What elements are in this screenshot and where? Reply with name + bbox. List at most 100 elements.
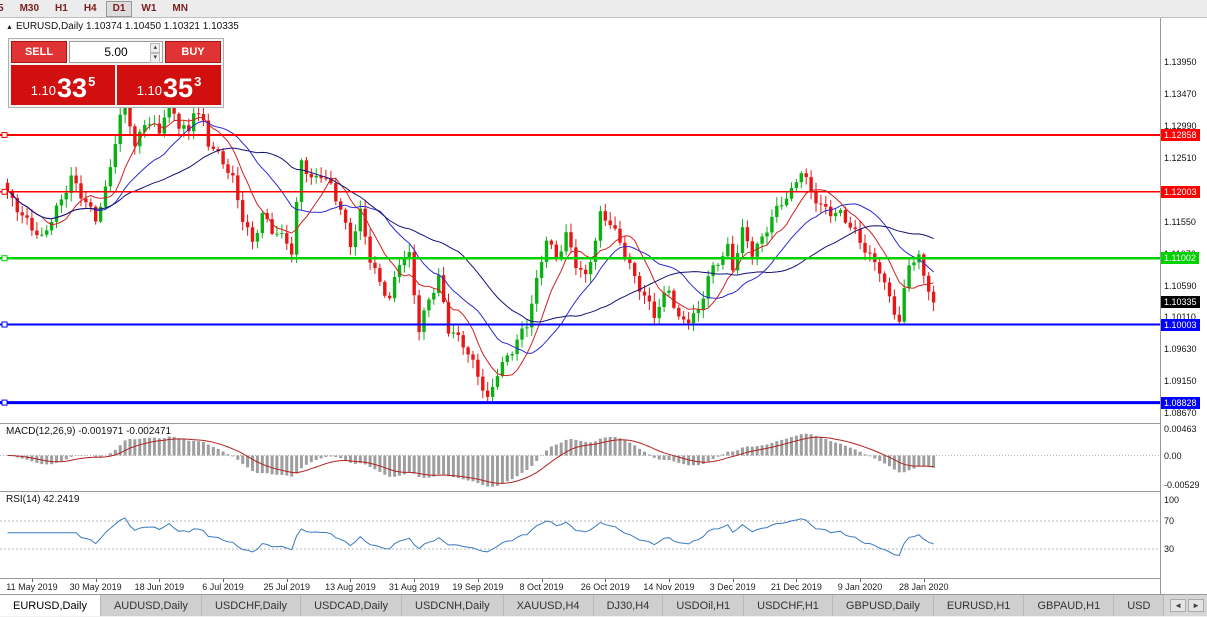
rsi-tick-label: 70 — [1164, 516, 1175, 526]
ohlc-text: EURUSD,Daily 1.10374 1.10450 1.10321 1.1… — [15, 21, 239, 32]
rsi-indicator-pane[interactable]: RSI(14) 42.2419 — [0, 492, 1160, 578]
date-tick-mark — [541, 579, 543, 582]
timeframe-button-h4[interactable]: H4 — [77, 1, 104, 17]
buy-price-main: 35 — [163, 73, 194, 103]
sell-button[interactable]: SELL — [11, 41, 67, 63]
buy-price-sup: 3 — [194, 74, 202, 89]
date-label: 8 Oct 2019 — [519, 582, 564, 592]
date-tick-mark — [477, 579, 479, 582]
date-tick-mark — [159, 579, 161, 582]
date-tick-mark — [605, 579, 607, 582]
candlestick-chart[interactable] — [0, 18, 1160, 423]
current-price-badge: 1.10335 — [1161, 296, 1200, 309]
chart-tab-usd[interactable]: USD — [1114, 595, 1165, 616]
price-chart-pane[interactable]: ▲ EURUSD,Daily 1.10374 1.10450 1.10321 1.… — [0, 18, 1160, 423]
symbol-marker-icon: ▲ — [6, 24, 13, 31]
date-tick-mark — [350, 579, 352, 582]
lot-decrease-button[interactable]: ▾ — [150, 53, 160, 63]
chart-area: ▲ EURUSD,Daily 1.10374 1.10450 1.10321 1.… — [0, 18, 1207, 594]
date-label: 9 Jan 2020 — [837, 582, 883, 592]
chart-tab-eurusd-h1[interactable]: EURUSD,H1 — [933, 595, 1025, 616]
level-price-badge: 1.10003 — [1161, 318, 1200, 331]
tab-scroll-left-button[interactable]: ◄ — [1170, 599, 1187, 612]
date-label: 18 Jun 2019 — [134, 582, 185, 592]
lot-size-value: 5.00 — [104, 45, 128, 59]
level-price-badge: 1.11002 — [1161, 252, 1199, 265]
timeframe-button-h1[interactable]: H1 — [48, 1, 75, 17]
timeframe-button-d1[interactable]: D1 — [105, 0, 133, 17]
price-tick-label: 1.10110 — [1164, 312, 1196, 323]
time-axis[interactable]: 11 May 2019 30 May 2019 18 Jun 2019 6 Jul 2… — [0, 578, 1160, 594]
date-label: 13 Aug 2019 — [325, 582, 376, 592]
timeframe-button-mn[interactable]: MN — [165, 1, 195, 17]
price-tick-label: 1.09150 — [1164, 376, 1197, 387]
date-label: 25 Jul 2019 — [263, 582, 311, 592]
chart-tab-eurusd-daily[interactable]: EURUSD,Daily — [0, 595, 101, 616]
date-label: 14 Nov 2019 — [643, 582, 695, 592]
level-price-badge: 1.12858 — [1161, 128, 1200, 141]
price-tick-label: 1.12510 — [1164, 153, 1197, 164]
sell-price-display[interactable]: 1.10 33 5 — [11, 65, 115, 105]
date-label: 26 Oct 2019 — [580, 582, 630, 592]
timeframe-button-m30[interactable]: M30 — [13, 1, 46, 17]
chart-tab-usdcnh-daily[interactable]: USDCNH,Daily — [402, 595, 504, 616]
chart-tab-bar: EURUSD,Daily AUDUSD,Daily USDCHF,Daily USDC… — [0, 594, 1207, 616]
price-axis[interactable]: 1.139501.134701.129901.125101.120301.115… — [1160, 18, 1206, 594]
lot-spinner: ▴ ▾ — [150, 43, 160, 63]
chart-tab-gbpaud-h1[interactable]: GBPAUD,H1 — [1024, 595, 1115, 616]
chart-tab-usdchf-h1[interactable]: USDCHF,H1 — [744, 595, 833, 616]
buy-price-display[interactable]: 1.10 35 3 — [117, 65, 221, 105]
chart-tab-audusd-daily[interactable]: AUDUSD,Daily — [100, 595, 202, 616]
macd-chart[interactable] — [0, 424, 1160, 491]
lot-increase-button[interactable]: ▴ — [150, 43, 160, 53]
date-tick-mark — [414, 579, 416, 582]
date-label: 11 May 2019 — [6, 582, 58, 592]
pane-divider[interactable] — [0, 491, 1160, 492]
sell-price-sup: 5 — [88, 74, 96, 89]
date-label: 30 May 2019 — [69, 582, 122, 592]
price-tick-label: 1.11550 — [1164, 216, 1196, 227]
date-tick-mark — [95, 579, 97, 582]
lot-size-field[interactable]: 5.00 ▴ ▾ — [69, 41, 163, 63]
tab-scroll-right-button[interactable]: ► — [1188, 599, 1204, 612]
date-label: 19 Sep 2019 — [452, 582, 504, 592]
date-tick-mark — [223, 579, 225, 582]
chart-tab-usdcad-daily[interactable]: USDCAD,Daily — [301, 595, 403, 616]
chart-ohlc-header: ▲ EURUSD,Daily 1.10374 1.10450 1.10321 1.… — [6, 21, 239, 32]
chart-tab-dj30-h4[interactable]: DJ30,H4 — [593, 595, 664, 616]
timeframe-button-5[interactable]: 5 — [0, 1, 11, 17]
rsi-label: RSI(14) 42.2419 — [6, 494, 80, 505]
rsi-tick-label: 100 — [1164, 495, 1180, 505]
chart-tab-gbpusd-daily[interactable]: GBPUSD,Daily — [832, 595, 934, 616]
price-tick-label: 1.10590 — [1164, 280, 1197, 291]
macd-label: MACD(12,26,9) -0.001971 -0.002471 — [6, 426, 172, 437]
price-tick-label: 1.12990 — [1164, 121, 1197, 132]
date-tick-mark — [923, 579, 925, 582]
timeframe-toolbar: 5M30H1H4D1W1MN — [0, 0, 1207, 18]
rsi-chart[interactable] — [0, 492, 1160, 578]
rsi-tick-label: 30 — [1164, 544, 1175, 554]
date-label: 3 Dec 2019 — [709, 582, 756, 592]
buy-button[interactable]: BUY — [165, 41, 221, 63]
macd-tick-label: 0.00 — [1164, 450, 1182, 461]
timeframe-button-w1[interactable]: W1 — [134, 1, 163, 17]
chart-tab-usdchf-daily[interactable]: USDCHF,Daily — [201, 595, 302, 616]
chart-column: ▲ EURUSD,Daily 1.10374 1.10450 1.10321 1.… — [0, 18, 1160, 594]
date-label: 6 Jul 2019 — [202, 582, 244, 592]
price-tick-label: 1.13950 — [1164, 57, 1197, 68]
macd-indicator-pane[interactable]: MACD(12,26,9) -0.001971 -0.002471 — [0, 424, 1160, 491]
chart-tab-usdoil-h1[interactable]: USDOil,H1 — [663, 595, 745, 616]
date-label: 28 Jan 2020 — [898, 582, 949, 592]
date-tick-mark — [286, 579, 288, 582]
chart-tab-xauusd-h4[interactable]: XAUUSD,H4 — [503, 595, 594, 616]
date-tick-mark — [732, 579, 734, 582]
date-label: 31 Aug 2019 — [388, 582, 440, 592]
sell-price-main: 33 — [57, 73, 88, 103]
price-tick-label: 1.13470 — [1164, 89, 1197, 100]
sell-price-prefix: 1.10 — [30, 83, 57, 98]
date-tick-mark — [31, 579, 33, 582]
level-price-badge: 1.12003 — [1161, 185, 1200, 198]
pane-divider[interactable] — [0, 423, 1160, 424]
date-label: 21 Dec 2019 — [770, 582, 822, 592]
